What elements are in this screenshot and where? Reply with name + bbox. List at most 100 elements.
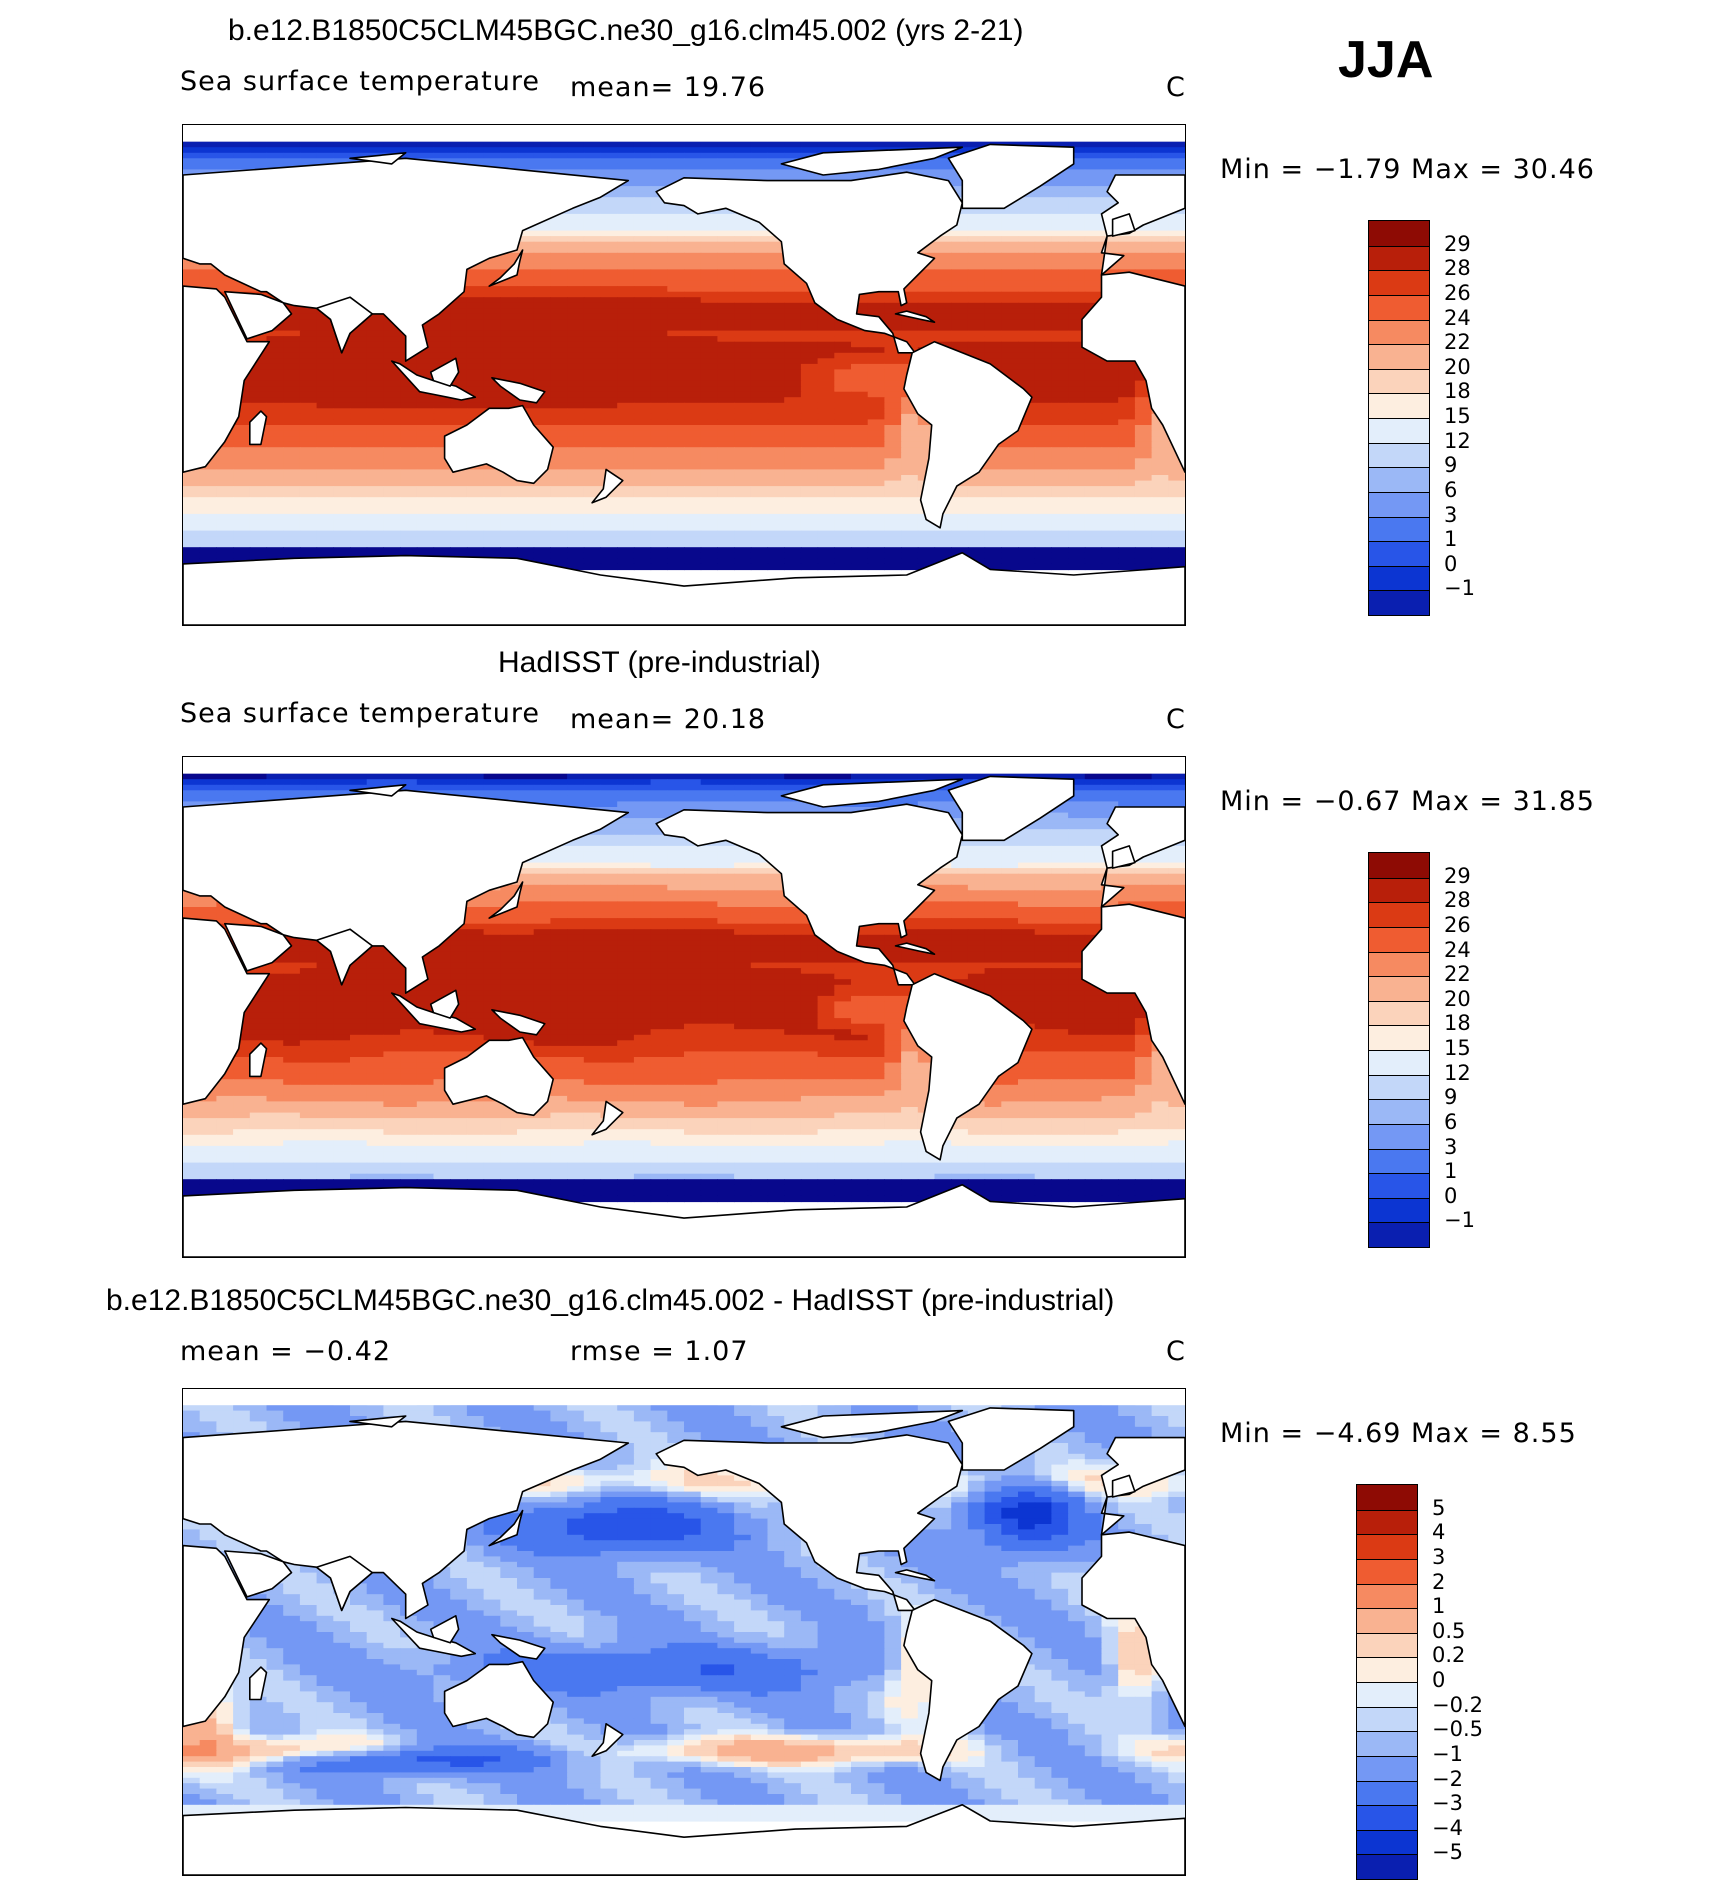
panel2-sst-map (182, 756, 1186, 1258)
colorbar-swatch (1369, 516, 1429, 542)
panel2-title: HadISST (pre-industrial) (498, 646, 821, 679)
colorbar-swatch (1369, 393, 1429, 418)
colorbar-swatch (1369, 1123, 1429, 1149)
colorbar-tick-label: 24 (1444, 937, 1471, 962)
panel1-sst-map (182, 124, 1186, 626)
colorbar-swatch (1369, 1074, 1429, 1100)
colorbar-swatch (1369, 877, 1429, 903)
colorbar-tick-label: 29 (1444, 863, 1471, 888)
colorbar-tick-label: 29 (1444, 231, 1471, 256)
colorbar-tick-label: −4 (1432, 1815, 1463, 1840)
panel1-title: b.e12.B1850C5CLM45BGC.ne30_g16.clm45.002… (228, 14, 1024, 47)
colorbar-tick-label: −1 (1444, 1208, 1475, 1233)
colorbar-swatch (1369, 1050, 1429, 1075)
colorbar-swatch (1369, 1099, 1429, 1124)
colorbar-swatch (1357, 1755, 1417, 1781)
colorbar-tick-label: 0 (1444, 551, 1458, 576)
colorbar-tick-label: 1 (1444, 1159, 1458, 1184)
colorbar-tick-label: 18 (1444, 379, 1471, 404)
colorbar-swatch (1369, 467, 1429, 492)
colorbar-swatch (1369, 1148, 1429, 1174)
colorbar-tick-label: −3 (1432, 1791, 1463, 1816)
colorbar-tick-label: −0.2 (1432, 1692, 1483, 1717)
panel2-minmax: Min = −0.67 Max = 31.85 (1220, 786, 1595, 817)
colorbar-swatch (1357, 1583, 1417, 1609)
colorbar-swatch (1369, 541, 1429, 566)
colorbar-tick-label: 3 (1444, 502, 1458, 527)
panel3-minmax: Min = −4.69 Max = 8.55 (1220, 1418, 1577, 1449)
panel1-minmax: Min = −1.79 Max = 30.46 (1220, 154, 1595, 185)
colorbar-swatch (1357, 1829, 1417, 1855)
colorbar-tick-label: 28 (1444, 256, 1471, 281)
colorbar-swatch (1357, 1731, 1417, 1756)
colorbar-swatch (1357, 1485, 1417, 1510)
panel3-rmse: rmse = 1.07 (570, 1336, 749, 1367)
colorbar-swatch (1369, 442, 1429, 468)
colorbar-tick-label: 4 (1432, 1520, 1446, 1545)
colorbar-tick-label: 2 (1432, 1569, 1446, 1594)
panel1-mean: mean= 19.76 (570, 72, 767, 103)
colorbar-tick-label: −1 (1444, 576, 1475, 601)
colorbar-tick-label: 6 (1444, 1109, 1458, 1134)
panel1-field-label: Sea surface temperature (180, 66, 540, 97)
colorbar-tick-label: −1 (1432, 1741, 1463, 1766)
colorbar-swatch (1369, 565, 1429, 591)
colorbar-swatch (1369, 418, 1429, 443)
panel3-difference-map (182, 1388, 1186, 1876)
panel1-colorbar (1368, 220, 1430, 616)
season-label: JJA (1338, 31, 1434, 89)
colorbar-swatch (1357, 1534, 1417, 1559)
colorbar-swatch (1369, 926, 1429, 952)
colorbar-tick-label: −5 (1432, 1840, 1463, 1865)
panel3-colorbar (1356, 1484, 1418, 1880)
colorbar-swatch (1357, 1682, 1417, 1707)
colorbar-tick-label: 1 (1432, 1594, 1446, 1619)
colorbar-swatch (1357, 1706, 1417, 1732)
colorbar-tick-label: 9 (1444, 1085, 1458, 1110)
colorbar-tick-label: 5 (1432, 1495, 1446, 1520)
colorbar-tick-label: −0.5 (1432, 1717, 1483, 1742)
colorbar-tick-label: 20 (1444, 986, 1471, 1011)
colorbar-swatch (1369, 245, 1429, 271)
colorbar-tick-label: 20 (1444, 354, 1471, 379)
panel1-units: C (1166, 72, 1186, 103)
colorbar-tick-label: 26 (1444, 280, 1471, 305)
colorbar-swatch (1357, 1657, 1417, 1682)
colorbar-swatch (1369, 491, 1429, 517)
colorbar-tick-label: 15 (1444, 404, 1471, 428)
colorbar-swatch (1369, 344, 1429, 369)
colorbar-swatch (1369, 1197, 1429, 1223)
colorbar-swatch (1369, 853, 1429, 878)
colorbar-swatch (1357, 1509, 1417, 1535)
colorbar-tick-label: 26 (1444, 912, 1471, 937)
colorbar-tick-label: 24 (1444, 305, 1471, 330)
panel2-units: C (1166, 704, 1186, 735)
colorbar-swatch (1369, 1222, 1429, 1247)
colorbar-tick-label: 28 (1444, 888, 1471, 913)
colorbar-tick-label: 22 (1444, 962, 1471, 987)
colorbar-tick-label: 0.5 (1432, 1618, 1466, 1643)
colorbar-tick-label: 12 (1444, 1060, 1471, 1085)
colorbar-swatch (1357, 1558, 1417, 1584)
panel2-field-label: Sea surface temperature (180, 698, 540, 729)
colorbar-swatch (1357, 1805, 1417, 1830)
colorbar-swatch (1369, 951, 1429, 977)
colorbar-tick-label: 22 (1444, 330, 1471, 355)
colorbar-tick-label: 1 (1444, 527, 1458, 552)
colorbar-tick-label: 0 (1444, 1183, 1458, 1208)
colorbar-tick-label: 15 (1444, 1036, 1471, 1060)
colorbar-tick-label: 0.2 (1432, 1643, 1466, 1668)
colorbar-swatch (1369, 590, 1429, 615)
panel2-colorbar (1368, 852, 1430, 1248)
colorbar-swatch (1369, 1173, 1429, 1198)
colorbar-tick-label: 3 (1444, 1134, 1458, 1159)
colorbar-swatch (1357, 1632, 1417, 1658)
panel3-title: b.e12.B1850C5CLM45BGC.ne30_g16.clm45.002… (106, 1284, 1115, 1317)
colorbar-tick-label: 0 (1432, 1668, 1446, 1692)
colorbar-swatch (1357, 1854, 1417, 1879)
colorbar-swatch (1369, 368, 1429, 394)
colorbar-swatch (1369, 270, 1429, 295)
colorbar-swatch (1357, 1780, 1417, 1806)
colorbar-swatch (1369, 1025, 1429, 1050)
panel3-mean: mean = −0.42 (180, 1336, 392, 1367)
